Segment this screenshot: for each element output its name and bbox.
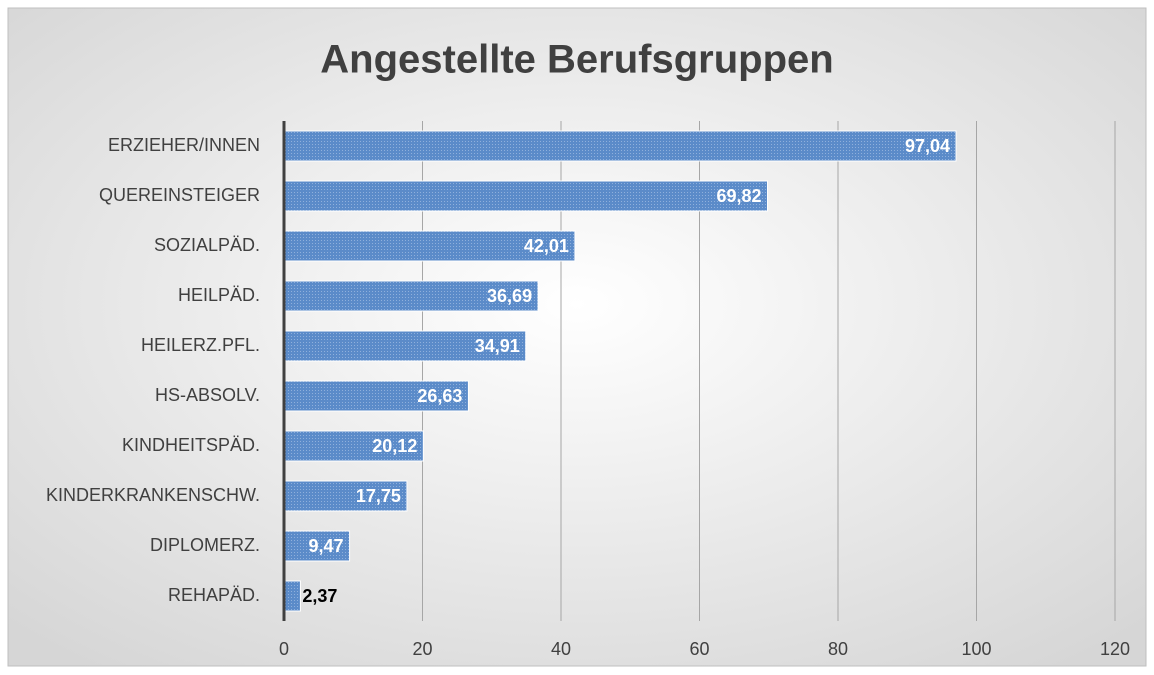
data-label: 2,37 <box>302 586 337 606</box>
y-tick-label: SOZIALPÄD. <box>154 235 260 255</box>
x-tick-label: 100 <box>961 639 991 659</box>
data-label: 34,91 <box>475 336 520 356</box>
chart-title: Angestellte Berufsgruppen <box>320 38 833 82</box>
data-label: 36,69 <box>487 286 532 306</box>
data-label: 9,47 <box>309 536 344 556</box>
y-tick-label: QUEREINSTEIGER <box>99 185 260 205</box>
x-tick-label: 120 <box>1100 639 1130 659</box>
data-label: 69,82 <box>716 186 761 206</box>
x-tick-label: 20 <box>412 639 432 659</box>
data-label: 17,75 <box>356 486 401 506</box>
bar <box>283 230 576 262</box>
data-label: 26,63 <box>417 386 462 406</box>
data-label: 20,12 <box>372 436 417 456</box>
chart-background <box>7 7 1147 667</box>
y-tick-label: HEILPÄD. <box>178 285 260 305</box>
bar <box>283 380 469 412</box>
y-tick-label: KINDERKRANKENSCHW. <box>46 485 260 505</box>
bar <box>283 480 408 512</box>
y-tick-label: KINDHEITSPÄD. <box>122 435 260 455</box>
x-tick-label: 0 <box>279 639 289 659</box>
y-tick-label: HEILERZ.PFL. <box>141 335 260 355</box>
bar <box>283 180 769 212</box>
bar <box>283 530 351 562</box>
x-tick-label: 40 <box>551 639 571 659</box>
data-label: 42,01 <box>524 236 569 256</box>
bar <box>283 280 539 312</box>
x-tick-label: 60 <box>689 639 709 659</box>
y-tick-label: DIPLOMERZ. <box>150 535 260 555</box>
data-label: 97,04 <box>905 136 950 156</box>
y-tick-label: HS-ABSOLV. <box>155 385 260 405</box>
y-tick-label: REHAPÄD. <box>168 585 260 605</box>
y-tick-label: ERZIEHER/INNEN <box>108 135 260 155</box>
x-tick-label: 80 <box>828 639 848 659</box>
bar <box>283 580 301 612</box>
bar <box>283 130 957 162</box>
bar <box>283 430 424 462</box>
